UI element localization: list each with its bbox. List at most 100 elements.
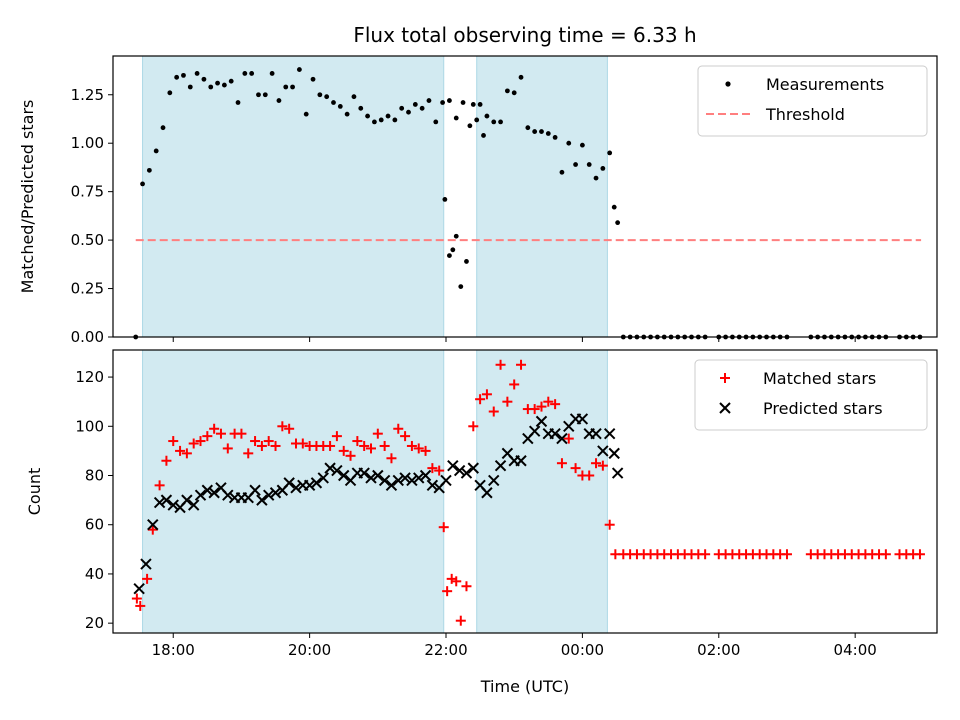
predicted-point (331, 464, 343, 477)
measurement-point (365, 113, 370, 119)
predicted-point (603, 427, 616, 440)
matched-point (270, 440, 281, 451)
predicted-point (324, 462, 336, 474)
matched-point (284, 423, 295, 434)
measurement-point (464, 259, 469, 264)
matched-point (509, 379, 520, 390)
legend-label: Threshold (765, 105, 845, 124)
legend: Measurements Threshold (697, 65, 928, 137)
y-tick-label: 0.00 (71, 328, 104, 346)
predicted-point (528, 425, 541, 437)
predicted-point (549, 427, 561, 440)
measurement-point (146, 167, 152, 173)
predicted-point (153, 496, 166, 509)
predicted-point (576, 413, 589, 425)
matched-point (209, 423, 220, 434)
predicted-point (535, 415, 548, 428)
measurement-point (290, 84, 295, 90)
measurement-point (181, 72, 186, 78)
measurement-point (484, 113, 490, 119)
matched-point (563, 433, 574, 444)
predicted-point (488, 474, 500, 487)
predicted-point (378, 474, 391, 487)
measurement-point (433, 119, 439, 125)
matched-point (461, 581, 472, 592)
measurement-point (419, 105, 425, 111)
predicted-point (208, 487, 220, 499)
y-tick-label: 1.00 (71, 134, 104, 152)
predicted-point (611, 467, 624, 479)
measurement-point (607, 150, 613, 156)
matched-point (475, 394, 486, 405)
measurement-point (453, 115, 459, 121)
measurement-point (458, 284, 464, 290)
measurement-point (344, 111, 350, 117)
predicted-point (140, 558, 152, 570)
predicted-point (249, 484, 261, 496)
matched-point (154, 480, 165, 491)
matched-point (222, 443, 233, 454)
matched-point (250, 436, 261, 447)
matched-point (700, 549, 711, 560)
measurement-point (559, 169, 565, 175)
measurement-point (447, 98, 452, 103)
legend-label: Measurements (766, 75, 884, 94)
measurement-point (545, 131, 551, 136)
legend-marker (725, 81, 731, 87)
predicted-point (187, 499, 200, 511)
predicted-point (317, 472, 329, 484)
y-tick-label: 40 (85, 565, 104, 583)
matched-point (215, 428, 226, 439)
matched-point (142, 573, 153, 584)
matched-point (413, 443, 424, 454)
matched-point (243, 448, 254, 459)
predicted-point (608, 447, 620, 460)
matched-point (488, 406, 499, 417)
x-tick-label: 22:00 (424, 641, 467, 659)
measurement-point (552, 134, 558, 140)
x-tick-label: 00:00 (561, 641, 604, 659)
measurement-point (262, 92, 268, 98)
x-axis-label: Time (UTC) (480, 677, 569, 696)
measurement-point (467, 123, 473, 129)
predicted-point (283, 477, 295, 489)
matched-point (438, 522, 449, 533)
predicted-point (358, 467, 370, 479)
y-tick-label: 1.25 (71, 86, 104, 104)
matched-point (379, 440, 390, 451)
measurement-point (504, 88, 510, 94)
matched-point (597, 460, 608, 471)
predicted-point (419, 469, 432, 482)
measurement-point (460, 100, 466, 105)
matched-point (175, 445, 186, 456)
matched-point (536, 401, 547, 412)
measurement-point (525, 125, 531, 131)
measurement-point (221, 82, 227, 88)
y-axis-label: Matched/Predicted stars (18, 100, 37, 294)
matched-point (161, 455, 172, 466)
legend-entry: Measurements (725, 75, 884, 94)
matched-point (880, 549, 891, 560)
measurement-point (358, 105, 364, 111)
matched-point (263, 436, 274, 447)
series-matched-stars (131, 359, 925, 626)
matched-point (131, 593, 142, 604)
matched-point (406, 440, 417, 451)
measurement-point (310, 76, 316, 82)
predicted-point (467, 462, 479, 474)
legend-marker (720, 373, 730, 383)
matched-point (325, 440, 336, 451)
matched-point (442, 586, 453, 597)
predicted-point (413, 472, 425, 484)
series-predicted-stars (133, 413, 624, 595)
matched-point (365, 443, 376, 454)
predicted-point (147, 519, 159, 531)
measurement-point (593, 175, 599, 181)
measurement-point (426, 98, 432, 103)
matched-point (372, 428, 383, 439)
measurement-point (498, 119, 503, 125)
legend-entry: Matched stars (720, 369, 876, 388)
matched-point (584, 470, 595, 481)
measurement-point (450, 247, 456, 253)
predicted-point (597, 445, 609, 457)
